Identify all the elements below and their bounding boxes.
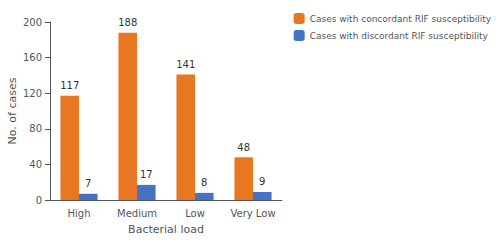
svg-text:0: 0 <box>36 195 42 206</box>
svg-text:200: 200 <box>23 17 42 28</box>
svg-text:80: 80 <box>29 123 42 134</box>
svg-text:40: 40 <box>29 159 42 170</box>
svg-text:Cases with concordant RIF susc: Cases with concordant RIF susceptibility <box>310 14 492 24</box>
svg-text:No. of cases: No. of cases <box>6 77 19 144</box>
svg-text:7: 7 <box>85 178 91 189</box>
svg-text:9: 9 <box>259 176 265 187</box>
svg-text:Medium: Medium <box>117 208 157 219</box>
svg-text:8: 8 <box>201 177 207 188</box>
svg-text:Cases with discordant RIF susc: Cases with discordant RIF susceptibility <box>310 31 489 41</box>
svg-text:117: 117 <box>60 80 79 91</box>
svg-text:17: 17 <box>140 169 153 180</box>
svg-text:188: 188 <box>118 17 137 28</box>
svg-text:Bacterial load: Bacterial load <box>128 223 204 236</box>
svg-text:High: High <box>68 208 91 219</box>
svg-text:Very Low: Very Low <box>230 208 275 219</box>
svg-text:48: 48 <box>237 142 250 153</box>
svg-text:120: 120 <box>23 88 42 99</box>
svg-text:160: 160 <box>23 52 42 63</box>
svg-text:Low: Low <box>185 208 205 219</box>
svg-text:141: 141 <box>176 59 195 70</box>
